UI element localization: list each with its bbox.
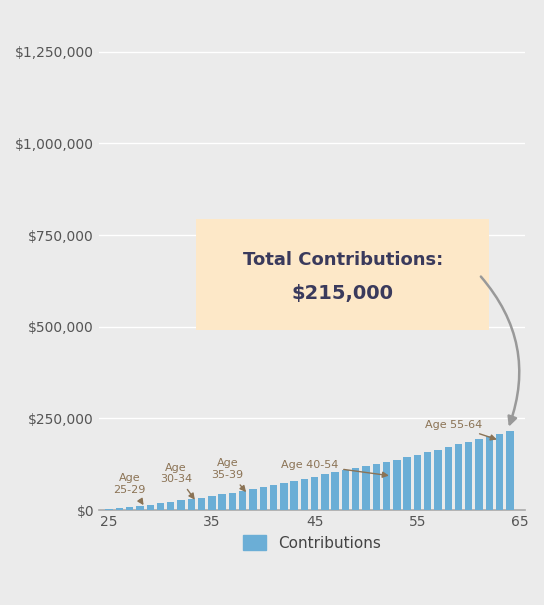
Bar [352,468,360,510]
Bar [434,450,442,510]
Bar [259,487,267,510]
Bar [331,473,339,510]
Bar [342,470,349,510]
Bar [239,491,246,510]
Bar [444,447,452,510]
Text: Age
25-29: Age 25-29 [114,473,146,504]
Bar [290,481,298,510]
Bar [249,489,257,510]
Bar [362,466,370,510]
Bar [167,502,175,510]
Bar [393,460,400,510]
Bar [486,436,493,510]
Text: Age 55-64: Age 55-64 [425,420,496,440]
Bar [228,492,236,510]
Text: Age 40-54: Age 40-54 [281,460,387,477]
Bar [373,464,380,510]
Bar [208,496,215,510]
Text: Age
30-34: Age 30-34 [160,463,194,499]
Text: $215,000: $215,000 [292,284,394,303]
Text: Total Contributions:: Total Contributions: [243,251,443,269]
Bar [383,462,390,510]
Bar [465,442,472,510]
Bar [219,494,226,510]
FancyBboxPatch shape [196,218,489,330]
Bar [198,498,205,510]
Text: Age
35-39: Age 35-39 [211,459,245,491]
Bar [496,434,503,510]
Bar [106,509,113,510]
Legend: Contributions: Contributions [237,529,387,557]
Bar [116,508,123,510]
Bar [177,500,185,510]
Bar [301,479,308,510]
Bar [321,474,329,510]
Bar [455,444,462,510]
Bar [424,452,431,510]
Bar [413,455,421,510]
Bar [136,506,144,510]
Bar [475,439,483,510]
Bar [311,477,318,510]
Bar [146,505,154,510]
Bar [280,483,288,510]
Bar [126,507,133,510]
Bar [506,431,514,510]
Bar [270,485,277,510]
Bar [188,499,195,510]
Bar [157,503,164,510]
Bar [404,457,411,510]
